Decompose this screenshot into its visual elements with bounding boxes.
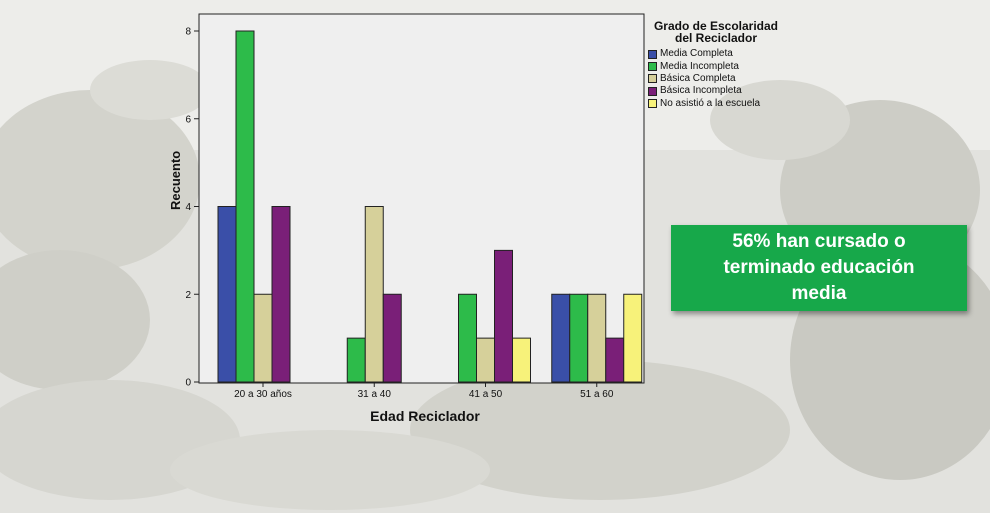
bar [346, 337, 366, 383]
bar [494, 249, 513, 383]
bar [217, 206, 237, 383]
legend-label: No asistió a la escuela [660, 97, 761, 109]
x-axis-label: Edad Reciclador [370, 408, 480, 424]
legend-label: Media Completa [660, 48, 733, 60]
legend-swatch [648, 49, 657, 59]
y-tick-label: 2 [185, 290, 191, 301]
legend-swatch [648, 99, 657, 109]
bar [623, 293, 643, 383]
legend-item: Básica Incompleta [648, 85, 798, 97]
bar [458, 293, 477, 383]
legend: Grado de Escolaridad del Reciclador Medi… [648, 20, 798, 110]
bar [253, 293, 273, 383]
legend-title: Grado de Escolaridad del Reciclador [653, 19, 779, 45]
legend-label: Media Incompleta [660, 60, 739, 72]
x-tick-label: 51 a 60 [580, 389, 614, 400]
bar [364, 206, 384, 383]
bar [605, 337, 625, 383]
bar [551, 293, 571, 383]
bar [569, 293, 589, 383]
legend-item: Media Completa [648, 48, 798, 60]
legend-item: No asistió a la escuela [648, 98, 798, 110]
bar [271, 206, 291, 383]
legend-item: Media Incompleta [648, 60, 798, 72]
legend-item: Básica Completa [648, 73, 798, 85]
bar [512, 337, 531, 383]
y-axis-label: Recuento [168, 150, 183, 210]
y-tick-label: 8 [185, 27, 191, 38]
bar [235, 30, 255, 383]
legend-label: Básica Completa [660, 72, 736, 84]
x-tick-label: 20 a 30 años [234, 389, 292, 400]
bar [476, 337, 495, 383]
legend-swatch [648, 62, 657, 72]
y-tick-label: 6 [185, 114, 191, 125]
y-tick-label: 4 [185, 202, 191, 213]
legend-swatch [648, 86, 657, 96]
legend-swatch [648, 74, 657, 84]
y-tick-label: 0 [185, 378, 191, 389]
x-tick-label: 31 a 40 [358, 389, 392, 400]
bar [587, 293, 607, 383]
legend-label: Básica Incompleta [660, 85, 742, 97]
x-tick-label: 41 a 50 [469, 389, 503, 400]
bar [382, 293, 402, 383]
callout-text: 56% han cursado o terminado educación me… [723, 231, 915, 304]
callout-box: 56% han cursado o terminado educación me… [671, 225, 967, 311]
